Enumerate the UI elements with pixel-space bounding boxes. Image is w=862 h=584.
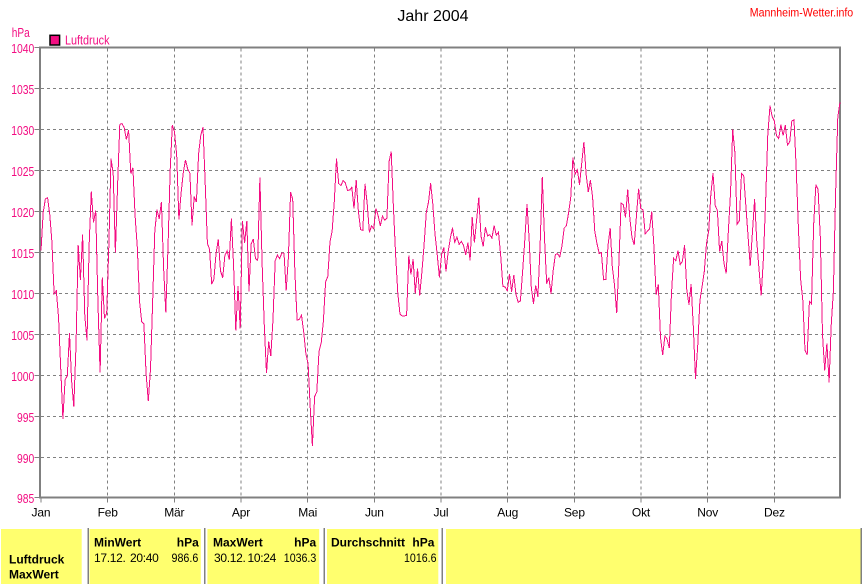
svg-text:1020: 1020 <box>11 206 34 220</box>
svg-text:Nov: Nov <box>697 505 718 519</box>
svg-text:Aug: Aug <box>497 505 518 519</box>
svg-text:hPa: hPa <box>177 536 199 550</box>
svg-text:Jahr 2004: Jahr 2004 <box>397 8 468 25</box>
svg-text:1035: 1035 <box>11 83 34 97</box>
svg-text:990: 990 <box>17 452 34 466</box>
svg-text:1000: 1000 <box>11 370 34 384</box>
svg-text:Mär: Mär <box>164 505 184 519</box>
svg-text:1040: 1040 <box>11 42 34 56</box>
svg-text:Apr: Apr <box>232 505 250 519</box>
svg-text:MaxWert: MaxWert <box>213 536 263 550</box>
svg-text:Mai: Mai <box>298 505 317 519</box>
svg-text:Sep: Sep <box>564 505 585 519</box>
svg-text:20:40: 20:40 <box>130 551 159 565</box>
svg-text:1016.6: 1016.6 <box>404 551 437 565</box>
svg-text:Okt: Okt <box>632 505 651 519</box>
svg-text:17.12.: 17.12. <box>94 551 126 565</box>
svg-text:Mannheim-Wetter.info: Mannheim-Wetter.info <box>750 6 853 20</box>
svg-text:hPa: hPa <box>12 26 30 40</box>
svg-text:1005: 1005 <box>11 329 34 343</box>
svg-text:Jul: Jul <box>434 505 449 519</box>
svg-text:995: 995 <box>17 411 34 425</box>
svg-text:Luftdruck: Luftdruck <box>65 33 110 47</box>
svg-text:10:24: 10:24 <box>248 551 277 565</box>
svg-text:Feb: Feb <box>98 505 119 519</box>
svg-text:985: 985 <box>17 492 34 506</box>
svg-text:hPa: hPa <box>412 536 434 550</box>
svg-text:Durchschnitt: Durchschnitt <box>331 536 405 550</box>
svg-text:MinWert: MinWert <box>94 536 141 550</box>
svg-text:1015: 1015 <box>11 247 34 261</box>
svg-text:30.12.: 30.12. <box>214 551 246 565</box>
svg-text:1030: 1030 <box>11 124 34 138</box>
svg-text:Jun: Jun <box>365 505 384 519</box>
svg-text:986.6: 986.6 <box>172 551 199 565</box>
svg-text:Luftdruck: Luftdruck <box>9 553 65 567</box>
svg-text:hPa: hPa <box>294 536 316 550</box>
svg-text:MaxWert: MaxWert <box>9 568 59 582</box>
svg-text:1036.3: 1036.3 <box>284 551 317 565</box>
svg-text:Jan: Jan <box>32 505 51 519</box>
svg-text:1025: 1025 <box>11 165 34 179</box>
svg-text:Dez: Dez <box>764 505 785 519</box>
svg-text:1010: 1010 <box>11 288 34 302</box>
